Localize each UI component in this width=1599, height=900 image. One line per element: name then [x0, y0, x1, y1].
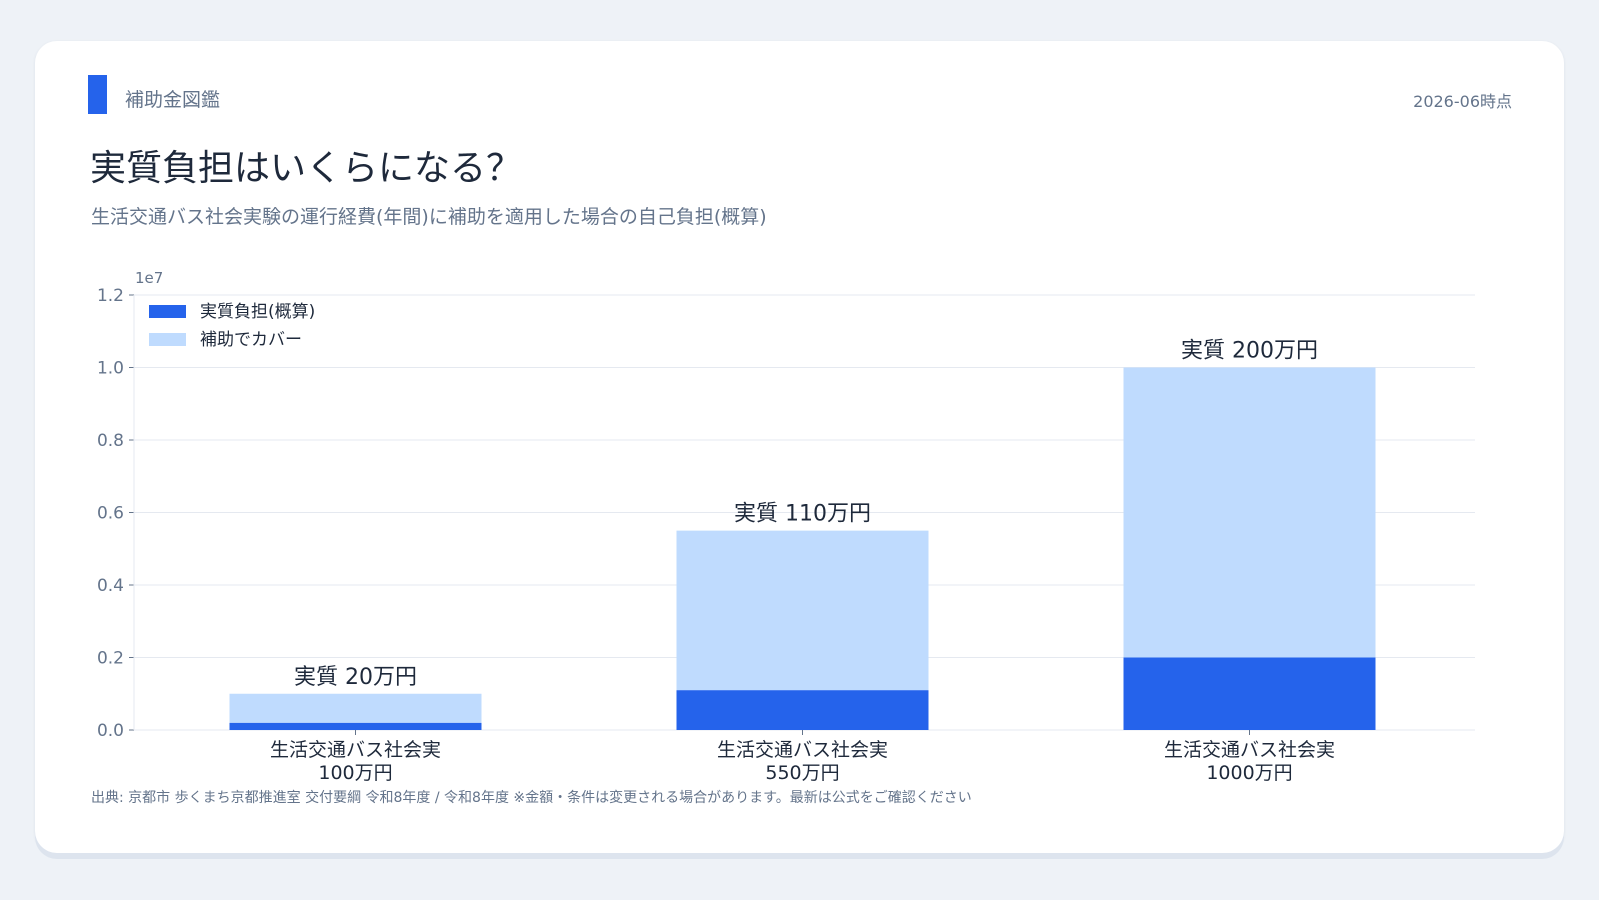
y-tick-label: 0.8 — [97, 431, 124, 451]
bar-covered — [676, 530, 929, 691]
x-tick-label: 1000万円 — [1206, 762, 1292, 784]
source-note: 出典: 京都市 歩くまち京都推進室 交付要綱 令和8年度 / 令和8年度 ※金額… — [91, 790, 972, 806]
brand-name: 補助金図鑑 — [125, 89, 221, 111]
y-offset-label: 1e7 — [135, 269, 163, 287]
bar-covered — [1123, 367, 1376, 658]
bar-value-label: 実質 200万円 — [1181, 339, 1318, 364]
page-title: 実質負担はいくらになる？ — [90, 148, 523, 189]
x-tick-label: 100万円 — [318, 762, 392, 784]
bar-covered — [229, 693, 482, 723]
legend-swatch — [149, 305, 186, 318]
bar-burden — [1123, 657, 1376, 730]
legend-swatch — [149, 333, 186, 346]
bar-value-label: 実質 110万円 — [734, 502, 871, 527]
y-tick-label: 0.0 — [97, 721, 124, 741]
y-tick-label: 0.2 — [97, 649, 124, 669]
page-subtitle: 生活交通バス社会実験の運行経費(年間)に補助を適用した場合の自己負担(概算) — [91, 206, 767, 228]
x-tick-label: 生活交通バス社会実 — [1164, 739, 1335, 761]
y-tick-label: 1.0 — [97, 359, 124, 379]
bar-burden — [229, 722, 482, 730]
x-tick-label: 生活交通バス社会実 — [270, 739, 441, 761]
brand-accent-bar — [88, 75, 107, 114]
as-of-date: 2026-06時点 — [1413, 92, 1512, 111]
x-tick-label: 550万円 — [765, 762, 839, 784]
x-tick-label: 生活交通バス社会実 — [717, 739, 888, 761]
legend-label: 補助でカバー — [200, 330, 302, 350]
bar-burden — [676, 690, 929, 730]
legend-label: 実質負担(概算) — [200, 302, 315, 322]
y-tick-label: 0.4 — [97, 576, 124, 596]
y-tick-label: 1.2 — [97, 286, 124, 306]
bar-value-label: 実質 20万円 — [294, 665, 417, 690]
y-tick-label: 0.6 — [97, 504, 124, 524]
